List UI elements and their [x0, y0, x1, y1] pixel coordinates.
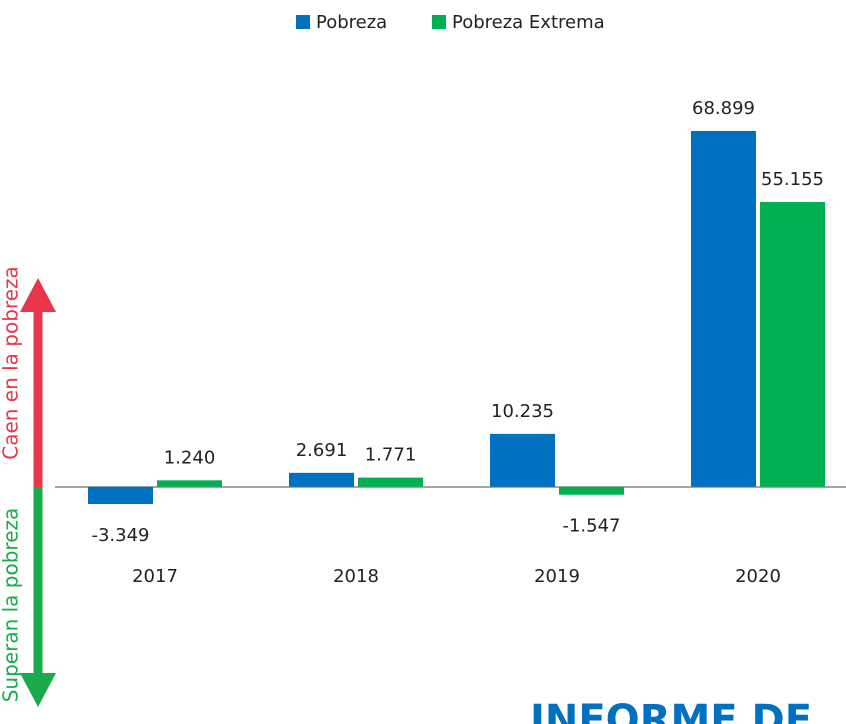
- x-tick-label: 2020: [735, 566, 781, 587]
- bar: [760, 201, 825, 487]
- annotation: Caen en la pobreza: [0, 266, 23, 460]
- legend-label: Pobreza Extrema: [452, 12, 605, 33]
- annotation: INFORME DE: [530, 697, 812, 724]
- legend-swatch: [432, 15, 446, 29]
- bar: [88, 486, 153, 505]
- value-label: 1.240: [164, 447, 216, 468]
- bar: [490, 433, 555, 487]
- bar: [559, 486, 624, 495]
- value-label: 2.691: [296, 440, 348, 461]
- value-label: 55.155: [761, 169, 824, 190]
- bar: [691, 131, 756, 487]
- annotation: Superan la pobreza: [0, 508, 23, 703]
- bar: [358, 477, 423, 487]
- x-tick-label: 2019: [534, 566, 580, 587]
- down-arrow-head: [20, 673, 56, 707]
- legend-label: Pobreza: [316, 12, 387, 33]
- value-label: 68.899: [692, 98, 755, 119]
- bar: [289, 472, 354, 487]
- value-label: -3.349: [91, 525, 149, 546]
- up-arrow-head: [20, 278, 56, 312]
- x-tick-label: 2017: [132, 566, 178, 587]
- bar: [157, 480, 222, 487]
- value-label: 10.235: [491, 401, 554, 422]
- value-label: 1.771: [365, 445, 417, 466]
- value-label: -1.547: [562, 516, 620, 537]
- x-tick-label: 2018: [333, 566, 379, 587]
- legend-swatch: [296, 15, 310, 29]
